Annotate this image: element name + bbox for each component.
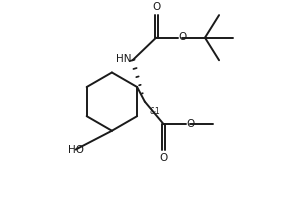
Text: HN: HN: [116, 54, 132, 64]
Text: O: O: [187, 119, 195, 129]
Text: &1: &1: [150, 107, 160, 116]
Text: HO: HO: [68, 146, 84, 155]
Text: O: O: [152, 2, 160, 12]
Text: O: O: [178, 32, 187, 42]
Text: O: O: [159, 153, 168, 163]
